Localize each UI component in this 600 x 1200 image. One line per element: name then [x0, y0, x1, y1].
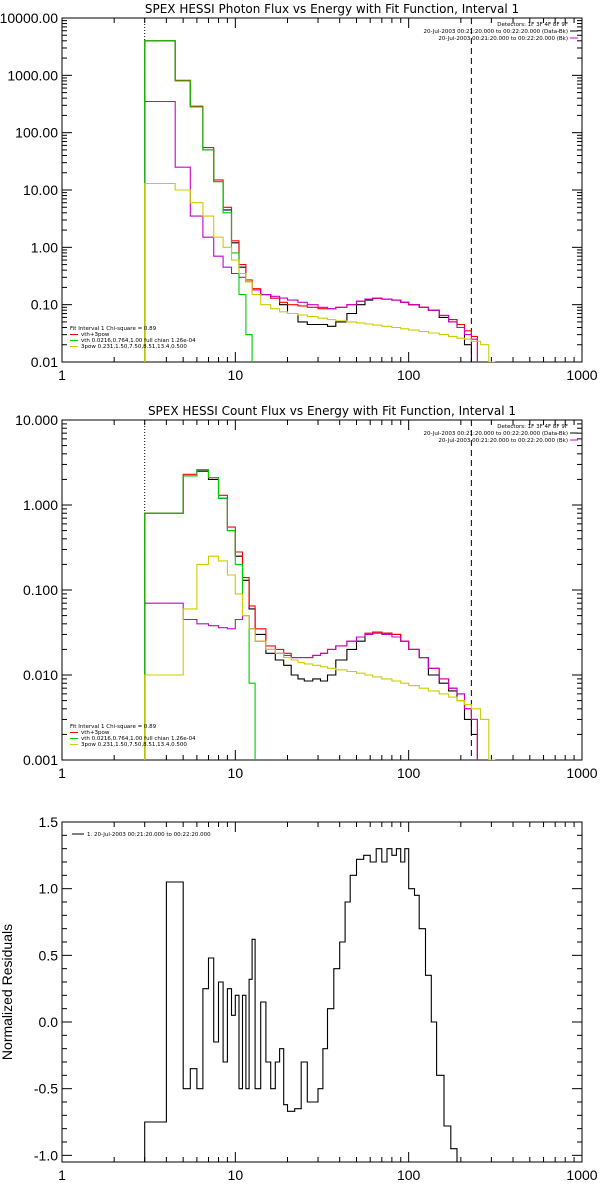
- series-line-1: [144, 848, 465, 1162]
- x-tick-label: 1000: [566, 765, 597, 781]
- x-tick-label: 1000: [566, 367, 597, 383]
- y-tick-label: 0.01: [31, 354, 58, 370]
- x-tick-label: 1: [58, 1167, 66, 1183]
- y-tick-label: 10.000: [15, 412, 58, 428]
- y-tick-label: 0.010: [23, 667, 58, 683]
- x-tick-label: 10: [228, 1167, 244, 1183]
- y-tick-label: 1.000: [23, 497, 58, 513]
- fit-legend-header: Fit Interval 1 Chi-square = 0.89: [70, 724, 157, 730]
- fit-legend: Fit Interval 1 Chi-square = 0.89vth+3pow…: [70, 724, 196, 748]
- fit-legend-entry: vth+3pow: [81, 332, 110, 338]
- y-tick-label: 0.10: [31, 297, 58, 313]
- series-line-4: [144, 40, 253, 362]
- x-tick-label: 1: [58, 367, 66, 383]
- fit-legend: Fit Interval 1 Chi-square = 0.89vth+3pow…: [70, 326, 196, 350]
- x-tick-label: 100: [397, 367, 421, 383]
- y-tick-label: 10000.00: [0, 10, 58, 26]
- fit-legend-entry: vth 0.0216,0.764,1.00 full chian 1.26e-0…: [81, 338, 196, 344]
- x-axis: 1 10 100 1000: [58, 18, 598, 383]
- chart-title: SPEX HESSI Photon Flux vs Energy with Fi…: [145, 2, 519, 16]
- series-line-3: [144, 602, 478, 760]
- y-tick-label: 1.5: [39, 814, 59, 830]
- chart-2: SPEX HESSI Count Flux vs Energy with Fit…: [15, 404, 598, 781]
- plot-frame: [61, 821, 583, 1163]
- chart-1: SPEX HESSI Photon Flux vs Energy with Fi…: [0, 2, 598, 383]
- y-axis-label: Normalized Residuals: [0, 924, 15, 1060]
- x-tick-label: 1: [58, 765, 66, 781]
- detector-legend-line: 20-Jul-2003 00:21:20.000 to 00:22:20.000…: [424, 29, 569, 35]
- series-line-2: [144, 469, 478, 760]
- plot-frame: [61, 419, 583, 761]
- y-tick-label: 1.00: [31, 239, 58, 255]
- y-tick-label: 0.5: [39, 947, 59, 963]
- series-group: [144, 40, 496, 362]
- x-axis: 1 10 100 1000: [58, 822, 598, 1183]
- y-tick-label: 1000.00: [7, 67, 58, 83]
- plot-frame: [61, 17, 583, 363]
- detector-legend-line: Detectors: 1F 3F 4F 8F 9F: [497, 22, 568, 28]
- y-tick-label: -0.5: [34, 1081, 58, 1097]
- series-line-5: [144, 182, 496, 362]
- detector-legend-line: Detectors: 1F 3F 4F 8F 9F: [497, 424, 568, 430]
- detector-legend-line: 20-Jul-2003 00:21:20.000 to 00:22:20.000…: [438, 36, 568, 42]
- x-tick-label: 10: [228, 765, 244, 781]
- x-tick-label: 1000: [566, 1167, 597, 1183]
- fit-legend-entry: vth 0.0216,0.764,1.00 full chian 1.26e-0…: [81, 736, 196, 742]
- detector-legend-line: 20-Jul-2003 00:21:20.000 to 00:22:20.000…: [438, 438, 568, 444]
- residual-legend: 1. 20-Jul-2003 00:21:20.000 to 00:22:20.…: [87, 832, 211, 838]
- x-axis: 1 10 100 1000: [58, 420, 598, 781]
- chart-title: SPEX HESSI Count Flux vs Energy with Fit…: [148, 404, 516, 418]
- fit-legend-entry: 3pow 0.231,1.50,7.50,8.51,13.4,0.500: [81, 344, 187, 350]
- y-tick-label: 0.0: [39, 1014, 59, 1030]
- series-line-3: [144, 100, 478, 362]
- y-tick-label: 1.0: [39, 881, 59, 897]
- fit-legend-entry: vth+3pow: [81, 730, 110, 736]
- x-tick-label: 100: [397, 1167, 421, 1183]
- fit-legend-entry: 3pow 0.231,1.50,7.50,8.51,13.4,0.500: [81, 742, 187, 748]
- y-tick-label: -1.0: [34, 1147, 58, 1163]
- series-group: [144, 469, 496, 760]
- y-tick-label: 0.100: [23, 582, 58, 598]
- series-group: [144, 848, 465, 1162]
- detector-legend-line: 20-Jul-2003 00:21:20.000 to 00:22:20.000…: [424, 431, 569, 437]
- y-tick-label: 100.00: [15, 125, 58, 141]
- y-axis: 0.01 0.10 1.00 10.00 100.00 1000.00 10000.00: [0, 10, 582, 370]
- y-tick-label: 10.00: [23, 182, 58, 198]
- x-tick-label: 100: [397, 765, 421, 781]
- series-line-4: [144, 469, 256, 760]
- y-tick-label: 0.001: [23, 752, 58, 768]
- y-axis: -1.0 -0.5 0.0 0.5 1.0 1.5: [34, 814, 582, 1163]
- fit-legend-header: Fit Interval 1 Chi-square = 0.89: [70, 326, 157, 332]
- series-line-1: [144, 470, 478, 760]
- chart-3: 1 10 100 1000 -1.0 -0.5 0.0 0.5 1.0 1.5 Normalized…: [0, 814, 598, 1183]
- series-line-5: [144, 555, 496, 760]
- x-tick-label: 10: [228, 367, 244, 383]
- y-axis: 0.001 0.010 0.100 1.000 10.000: [15, 412, 582, 768]
